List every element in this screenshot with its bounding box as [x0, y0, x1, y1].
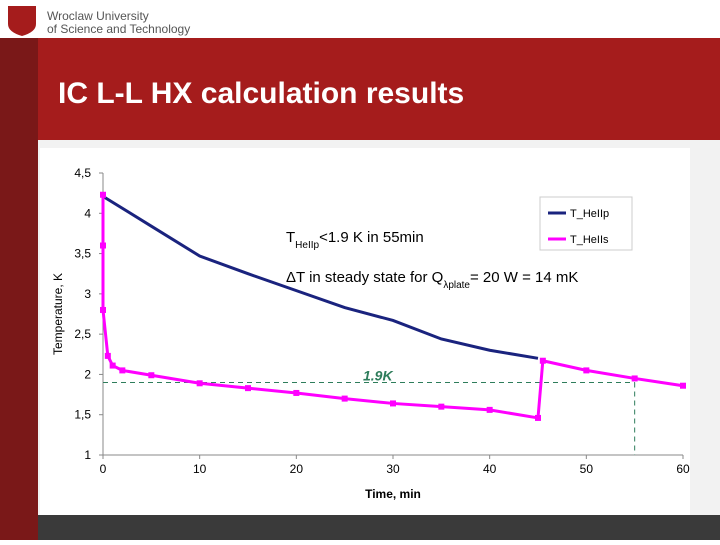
- point: [486, 406, 493, 413]
- point: [109, 362, 116, 369]
- logo: [8, 6, 36, 36]
- annotation-part: T: [286, 229, 295, 246]
- annotation: ΔT in steady state for Qλplate= 20 W = 1…: [286, 269, 578, 291]
- point: [100, 242, 106, 249]
- y-tick-label: 1: [84, 448, 91, 462]
- point: [119, 367, 126, 374]
- point: [100, 306, 106, 313]
- annotation-part: HeIIp: [295, 240, 319, 251]
- point: [293, 389, 300, 396]
- annotation-part: <1.9 K in 55min: [319, 229, 424, 246]
- annotation-part: λplate: [443, 280, 470, 291]
- x-axis-label: Time, min: [365, 487, 421, 501]
- y-axis-label: Temperature, K: [51, 273, 65, 355]
- point: [583, 367, 590, 374]
- series-line: [102, 195, 539, 360]
- y-tick-label: 2: [84, 367, 91, 381]
- x-tick-label: 10: [193, 462, 207, 476]
- x-tick-label: 20: [290, 462, 304, 476]
- y-tick-label: 1,5: [74, 408, 91, 422]
- x-tick-label: 50: [580, 462, 594, 476]
- point: [245, 385, 251, 392]
- annotation-part: ΔT in steady state for Q: [286, 269, 443, 286]
- x-tick-label: 0: [100, 462, 107, 476]
- title-band: [38, 38, 720, 140]
- point: [631, 375, 638, 382]
- annotation: THeIIp<1.9 K in 55min: [286, 229, 424, 251]
- point: [680, 382, 686, 389]
- chart-title: IC L-L HX calculation results: [58, 77, 464, 110]
- point: [196, 380, 203, 387]
- reference-label: 1.9K: [363, 367, 393, 383]
- y-tick-label: 2,5: [74, 327, 91, 341]
- x-tick-label: 40: [483, 462, 497, 476]
- y-tick-label: 4: [84, 206, 91, 220]
- university: of Science and Technology: [47, 22, 190, 36]
- point: [535, 414, 541, 421]
- legend-label: T_HeIIp: [570, 208, 609, 220]
- legend-box: [539, 196, 633, 251]
- point: [100, 191, 106, 198]
- annotation-part: = 20 W = 14 mK: [470, 269, 578, 286]
- point: [438, 403, 445, 410]
- point: [539, 357, 546, 364]
- y-tick-label: 3,5: [74, 247, 91, 261]
- y-tick-label: 4,5: [74, 166, 91, 180]
- y-tick-label: 3: [84, 287, 91, 301]
- point: [341, 395, 348, 402]
- x-tick-label: 30: [386, 462, 400, 476]
- x-tick-label: 60: [676, 462, 690, 476]
- point: [390, 400, 396, 407]
- legend-label: T_HeIIs: [570, 234, 609, 246]
- footer-strip: [38, 515, 720, 540]
- point: [104, 352, 111, 359]
- university: Wroclaw University: [47, 9, 149, 23]
- side-strip: [0, 38, 38, 540]
- point: [148, 372, 155, 379]
